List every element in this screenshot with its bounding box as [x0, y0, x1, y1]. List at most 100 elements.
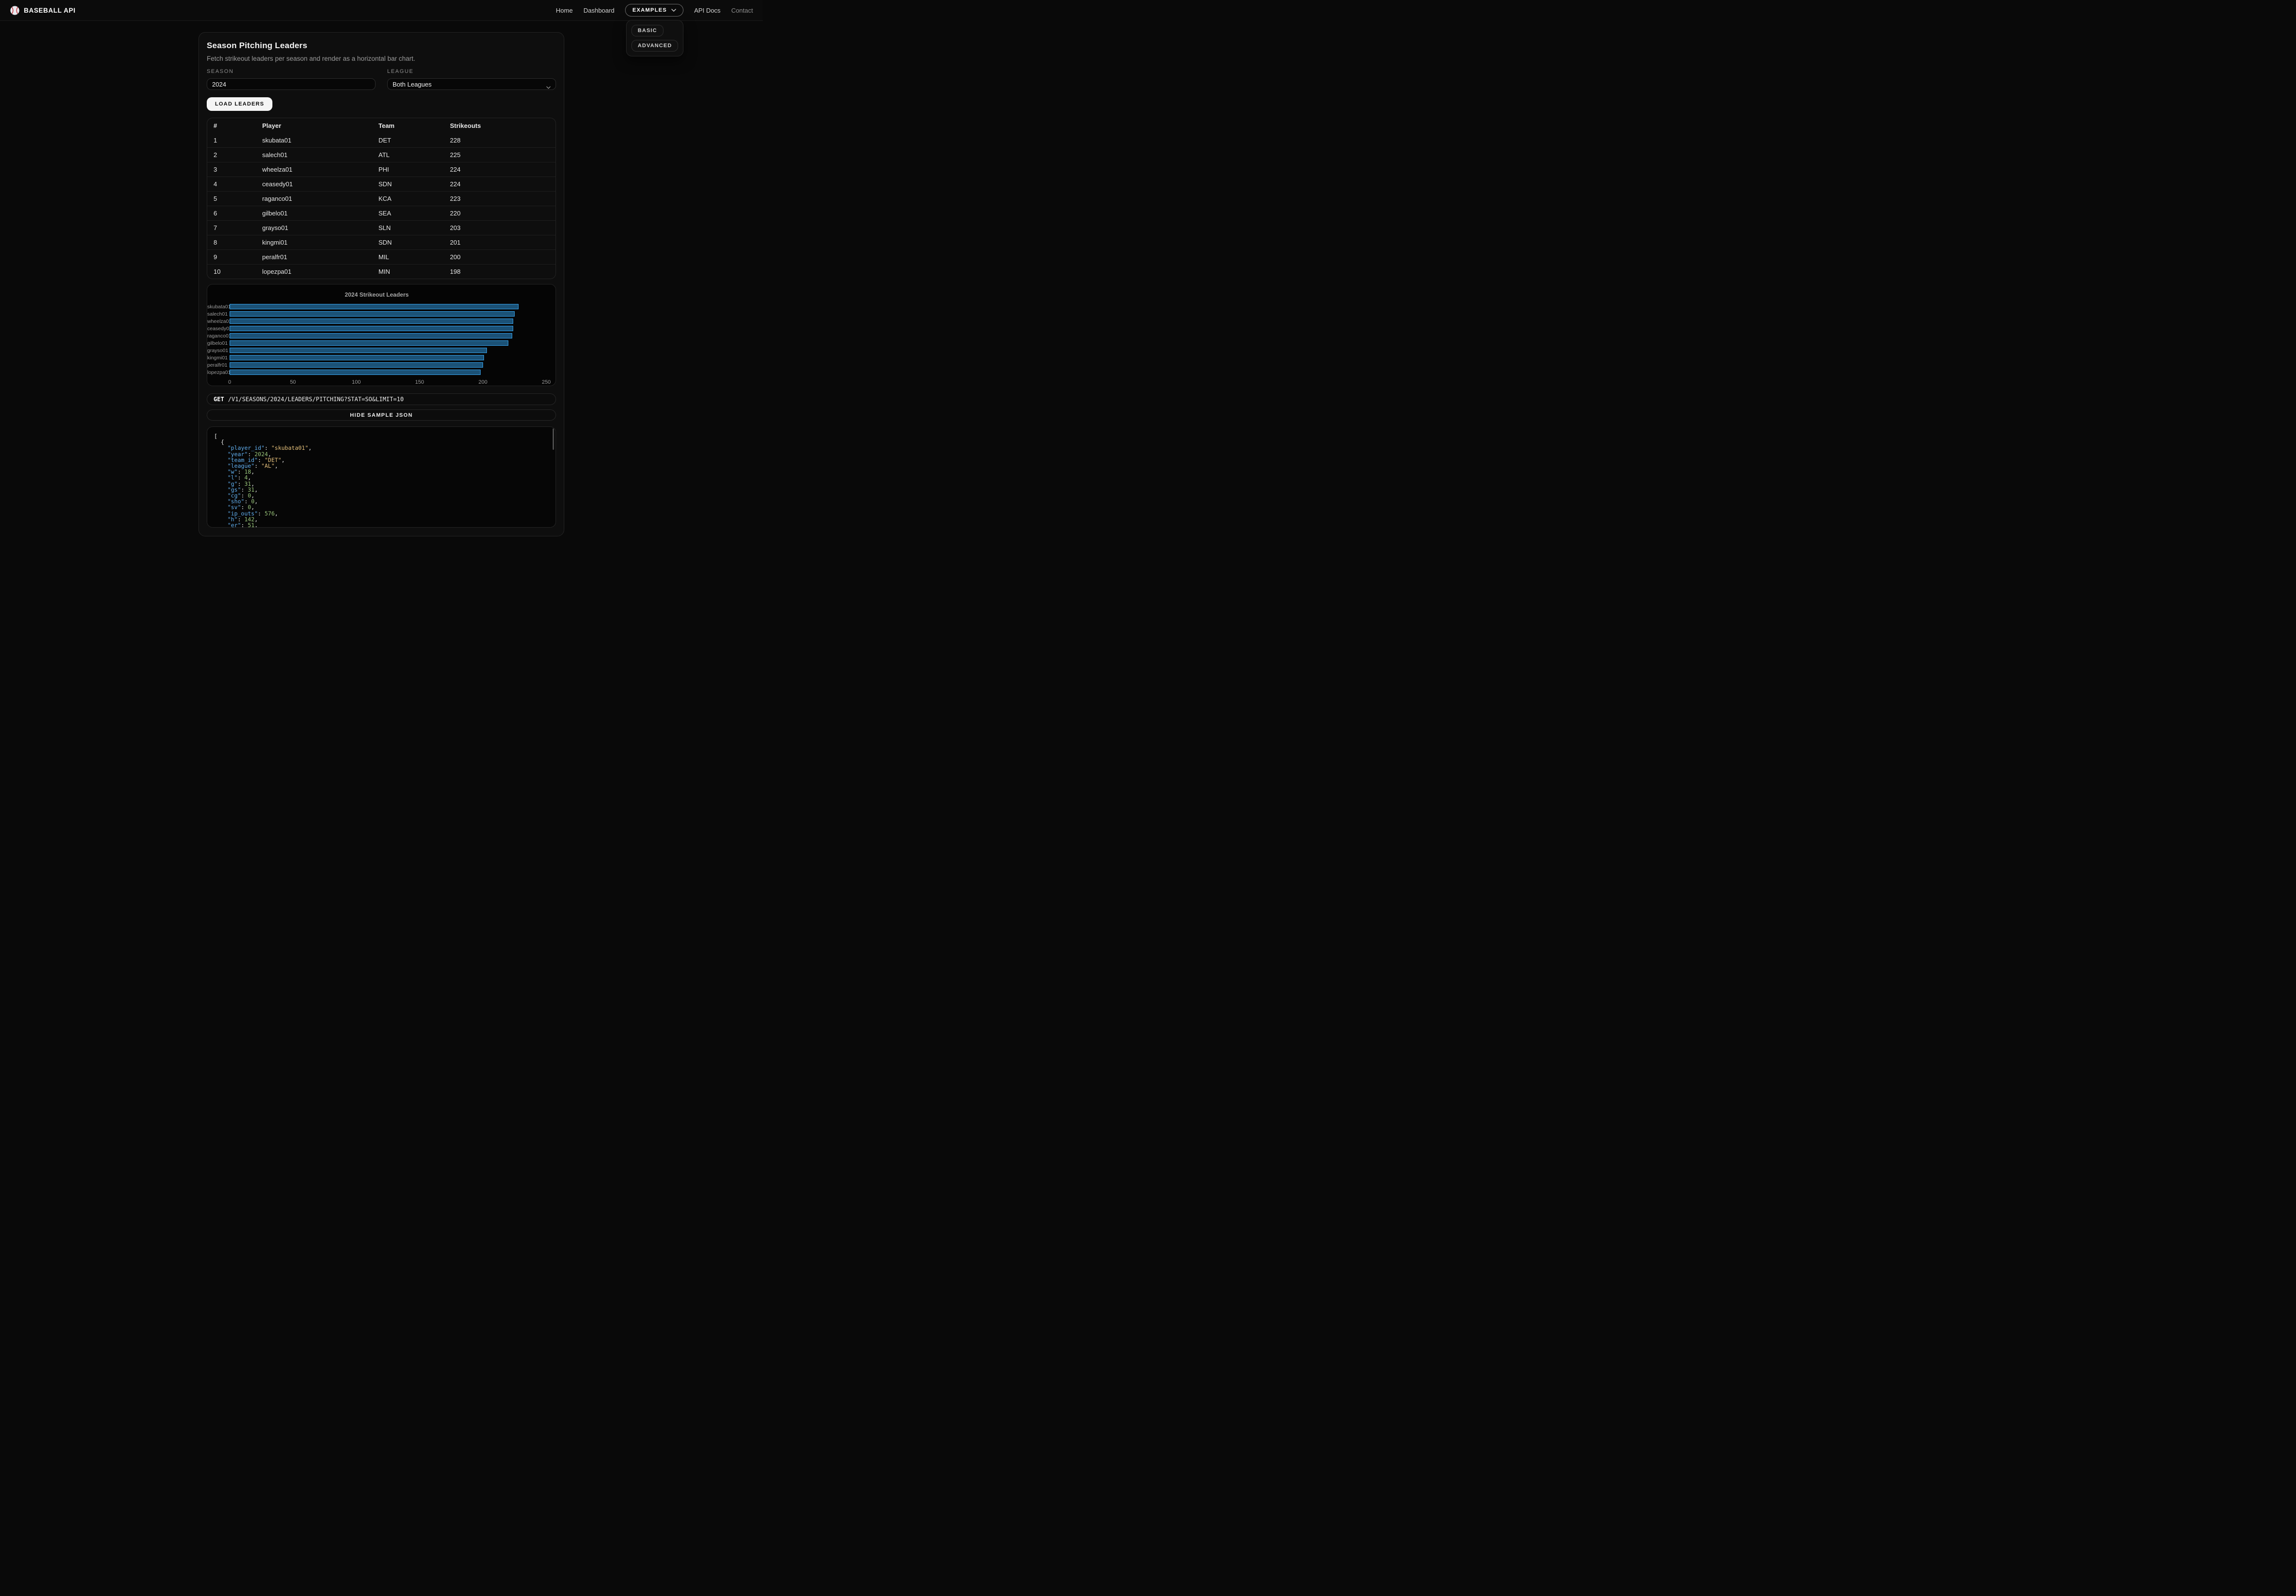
top-nav: BASEBALL API Home Dashboard EXAMPLES BAS…: [0, 0, 763, 21]
chart-bar-track: [230, 326, 546, 331]
example-card: Season Pitching Leaders Fetch strikeout …: [198, 32, 564, 536]
brand-name: BASEBALL API: [24, 7, 75, 14]
table-cell: wheelza01: [262, 166, 378, 173]
table-cell: 8: [214, 239, 262, 246]
table-cell: MIL: [378, 253, 450, 261]
table-header-cell: #: [214, 122, 262, 129]
table-cell: salech01: [262, 151, 378, 159]
chart-axis-tick: 50: [290, 379, 296, 385]
league-select-value: Both Leagues: [393, 81, 431, 88]
chart-category-label: gilbelo01: [207, 340, 230, 346]
table-header-cell: Team: [378, 122, 450, 129]
chart-category-label: skubata01: [207, 304, 230, 310]
table-row: 10lopezpa01MIN198: [207, 264, 556, 279]
table-cell: 2: [214, 151, 262, 159]
chart-bar-row: raganco01: [207, 332, 546, 339]
table-cell: grayso01: [262, 224, 378, 231]
table-cell: 4: [214, 180, 262, 188]
nav-link-home[interactable]: Home: [556, 7, 573, 14]
table-cell: DET: [378, 137, 450, 144]
table-cell: 224: [450, 180, 556, 188]
chart-x-axis: 050100150200250: [230, 379, 546, 387]
chart-bar: [230, 333, 512, 338]
table-cell: PHI: [378, 166, 450, 173]
table-cell: 1: [214, 137, 262, 144]
load-leaders-button[interactable]: LOAD LEADERS: [207, 97, 272, 111]
chart-axis-tick: 150: [415, 379, 424, 385]
chart-bar-track: [230, 311, 546, 317]
chart-axis-tick: 200: [479, 379, 487, 385]
table-cell: 224: [450, 166, 556, 173]
table-cell: 228: [450, 137, 556, 144]
chart-category-label: peralfr01: [207, 362, 230, 368]
chart-bar: [230, 355, 484, 360]
request-url-bar: GET /V1/SEASONS/2024/LEADERS/PITCHING?ST…: [207, 393, 556, 405]
sample-json-block[interactable]: [ { "player_id": "skubata01", "year": 20…: [207, 426, 556, 528]
page-title: Season Pitching Leaders: [207, 41, 556, 51]
dropdown-item-basic[interactable]: BASIC: [631, 25, 664, 36]
chevron-down-icon: [671, 7, 676, 13]
chart-category-label: kingmi01: [207, 355, 230, 361]
table-cell: KCA: [378, 195, 450, 202]
strikeout-chart: 2024 Strikeout Leaders skubata01salech01…: [207, 284, 556, 386]
nav-link-contact[interactable]: Contact: [731, 7, 753, 14]
request-path: /V1/SEASONS/2024/LEADERS/PITCHING?STAT=S…: [228, 396, 404, 403]
nav-links: Home Dashboard EXAMPLES BASIC ADVANCED A…: [556, 4, 753, 17]
season-input[interactable]: [207, 78, 376, 90]
chart-bar: [230, 362, 483, 368]
table-row: 4ceasedy01SDN224: [207, 177, 556, 191]
league-select[interactable]: Both Leagues: [387, 78, 556, 90]
chart-bar-track: [230, 333, 546, 338]
league-field-group: LEAGUE Both Leagues: [387, 69, 556, 90]
examples-dropdown-panel: BASIC ADVANCED: [626, 20, 683, 56]
table-cell: 6: [214, 210, 262, 217]
chart-bar-row: kingmi01: [207, 354, 546, 361]
table-cell: 201: [450, 239, 556, 246]
table-cell: 220: [450, 210, 556, 217]
brand[interactable]: BASEBALL API: [10, 5, 75, 16]
table-cell: 223: [450, 195, 556, 202]
table-cell: skubata01: [262, 137, 378, 144]
table-row: 7grayso01SLN203: [207, 220, 556, 235]
chart-bar-row: wheelza01: [207, 318, 546, 325]
chart-bar: [230, 304, 519, 309]
table-header-cell: Player: [262, 122, 378, 129]
table-cell: 203: [450, 224, 556, 231]
table-cell: 198: [450, 268, 556, 275]
table-cell: SEA: [378, 210, 450, 217]
chart-bar-track: [230, 355, 546, 360]
table-row: 5raganco01KCA223: [207, 191, 556, 206]
page-subtitle: Fetch strikeout leaders per season and r…: [207, 55, 556, 62]
table-cell: gilbelo01: [262, 210, 378, 217]
chart-bar-track: [230, 319, 546, 324]
chart-axis-tick: 0: [228, 379, 231, 385]
chart-bar-row: skubata01: [207, 303, 546, 310]
table-cell: 9: [214, 253, 262, 261]
hide-sample-json-button[interactable]: HIDE SAMPLE JSON: [207, 409, 556, 421]
main-content: Season Pitching Leaders Fetch strikeout …: [0, 21, 763, 543]
table-cell: 225: [450, 151, 556, 159]
table-row: 1skubata01DET228: [207, 133, 556, 147]
chart-bar: [230, 311, 515, 317]
chart-bar-row: peralfr01: [207, 361, 546, 369]
table-cell: SLN: [378, 224, 450, 231]
chart-bar-row: ceasedy01: [207, 325, 546, 332]
table-cell: 3: [214, 166, 262, 173]
table-cell: 10: [214, 268, 262, 275]
chart-bar-track: [230, 304, 546, 309]
chart-title: 2024 Strikeout Leaders: [207, 291, 546, 298]
chart-bar: [230, 348, 487, 353]
examples-dropdown-button[interactable]: EXAMPLES: [625, 4, 683, 17]
chart-bar-track: [230, 348, 546, 353]
table-cell: MIN: [378, 268, 450, 275]
nav-link-dashboard[interactable]: Dashboard: [583, 7, 614, 14]
nav-link-api-docs[interactable]: API Docs: [694, 7, 720, 14]
code-scrollbar-thumb[interactable]: [553, 428, 554, 450]
table-cell: lopezpa01: [262, 268, 378, 275]
examples-menu: EXAMPLES BASIC ADVANCED: [625, 4, 683, 17]
chart-category-label: ceasedy01: [207, 326, 230, 332]
table-cell: kingmi01: [262, 239, 378, 246]
http-method: GET: [214, 396, 224, 403]
dropdown-item-advanced[interactable]: ADVANCED: [631, 40, 678, 52]
chart-bar-row: lopezpa01: [207, 369, 546, 376]
